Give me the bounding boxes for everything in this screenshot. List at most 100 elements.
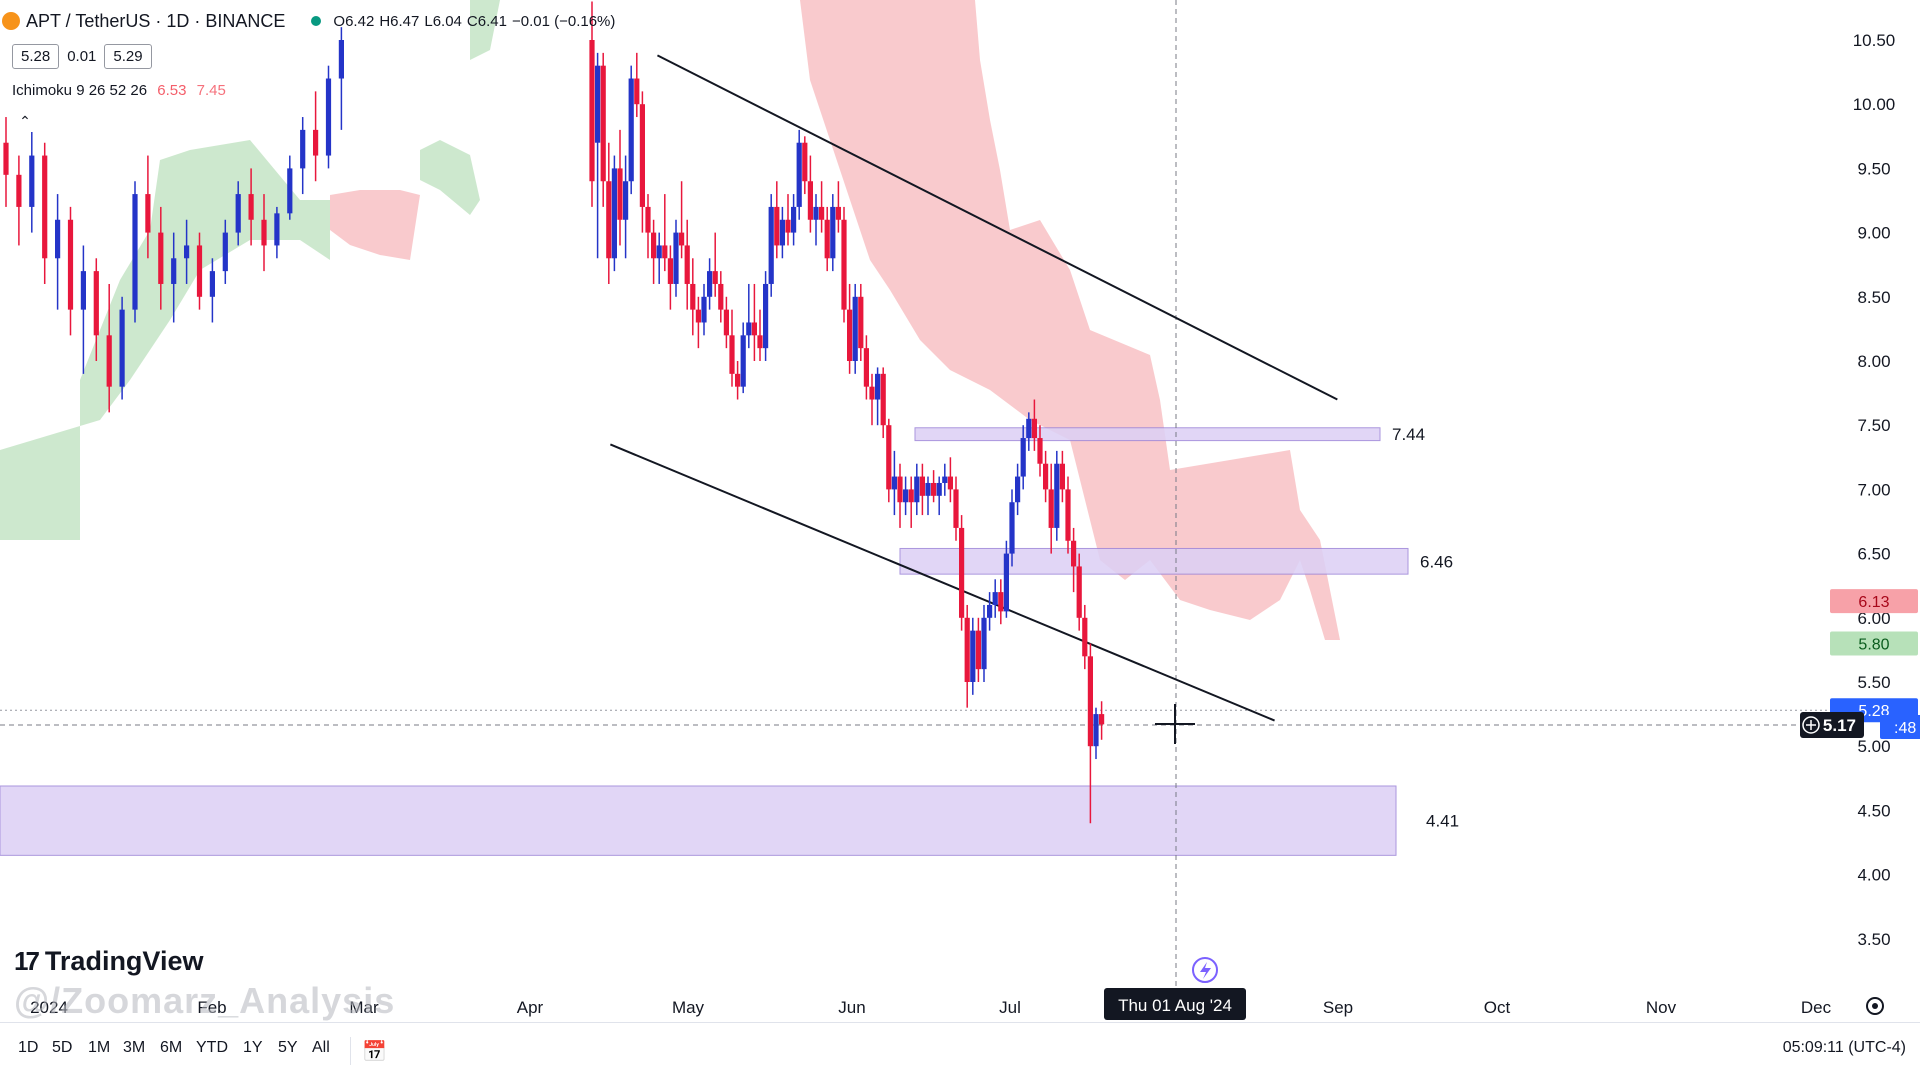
ohlc-high: H6.47 [379,12,420,30]
zone-label: 7.44 [1392,425,1425,444]
candlestick-chart[interactable]: 7.44 6.46 4.41 10.50 10.00 9.50 9.00 8.50 8.00 7… [0,0,1920,1022]
candle-67 [813,206,819,220]
timeframe-5d[interactable]: 5D [52,1039,73,1056]
candle-44 [684,245,690,284]
candle-116 [1087,656,1093,747]
candle-100 [998,592,1004,612]
candle-74 [852,296,858,361]
indicator-legend[interactable]: Ichimoku 9 26 52 26 6.53 7.45 [12,82,226,99]
candle-93 [959,527,965,618]
candle-30 [606,181,612,259]
ask-price[interactable]: 5.29 [104,44,152,69]
candle-95 [970,630,976,682]
candle-73 [847,309,853,361]
candle-86 [919,476,925,496]
time-tick: Dec [1801,998,1832,1017]
chevron-up-icon[interactable]: ⌃ [14,110,36,132]
price-tick: 9.00 [1857,224,1890,243]
ohlc-change: −0.01 (−0.16%) [511,12,616,30]
crosshair-date-tag [1104,988,1246,1020]
candle-46 [695,309,701,323]
candle-90 [942,476,948,483]
candle-left-25 [325,78,332,156]
candle-52 [729,335,735,374]
tradingview-logo: 17 TradingView [14,946,203,977]
candle-35 [634,78,640,105]
candle-99 [992,592,998,605]
candle-75 [858,296,864,349]
candle-91 [947,476,953,490]
candle-40 [662,245,668,259]
candle-88 [931,482,937,496]
price-tick: 4.50 [1857,801,1890,820]
spread-value: 0.01 [67,48,97,65]
candle-92 [953,489,959,528]
candle-103 [1015,476,1021,503]
timeframe-6m[interactable]: 6M [160,1039,183,1056]
timeframe-3m[interactable]: 3M [123,1039,146,1056]
candle-27 [589,40,595,182]
candle-83 [903,489,909,503]
timeframe-1y[interactable]: 1Y [243,1039,263,1056]
candle-117 [1093,714,1099,747]
zone-label: 6.46 [1420,552,1453,571]
price-tick: 10.00 [1853,95,1896,114]
candle-111 [1059,463,1065,490]
candle-62 [785,219,791,233]
candle-108 [1043,463,1049,490]
time-tick: Jun [838,998,865,1017]
cloud-shape-3 [330,190,420,260]
candle-57 [757,335,763,349]
timeframe-ytd[interactable]: YTD [196,1039,228,1056]
timeframe-1m[interactable]: 1M [88,1039,111,1056]
calendar-range-icon[interactable]: 📅 [362,1041,387,1063]
candle-118 [1099,714,1105,725]
candle-89 [936,482,942,496]
candle-left-17 [222,232,228,272]
candle-53 [735,373,741,387]
clock-timezone[interactable]: 05:09:11 (UTC-4) [1782,1039,1906,1056]
price-tick: 7.50 [1857,416,1890,435]
bid-ask-row: 5.28 0.01 5.29 [12,44,152,69]
candle-left-6 [80,271,86,310]
candle-112 [1065,489,1071,541]
symbol-title[interactable]: APT / TetherUS · 1D · BINANCE [26,10,286,31]
indicator-value-2: 7.45 [196,82,226,99]
candle-left-10 [132,194,138,310]
candle-94 [964,617,970,682]
zone-label: 4.41 [1426,812,1459,831]
candle-105 [1026,418,1032,439]
price-tick: 8.50 [1857,288,1890,307]
zone-6.46 [899,547,1409,575]
candle-63 [791,206,797,233]
candle-left-1 [16,174,22,207]
trendline-2 [609,443,1275,722]
candle-left-7 [93,271,99,336]
candle-115 [1082,617,1088,657]
price-tag-3 [1880,714,1920,739]
candle-65 [802,142,808,182]
bid-price[interactable]: 5.28 [12,44,60,69]
ichimoku-cloud [0,0,1340,640]
candle-79 [880,373,886,426]
crosshair-lines [0,0,1830,995]
candle-109 [1048,489,1054,528]
tradingview-mark-icon: 17 [14,946,40,976]
timeframe-1d[interactable]: 1D [18,1039,39,1056]
bottom-toolbar: 1D 5D 1M 3M 6M YTD 1Y 5Y All 📅 05:09:11 … [0,1022,1920,1081]
timeframe-all[interactable]: All [312,1039,330,1056]
toolbar-divider [350,1037,351,1065]
price-tag-label: 6.13 [1858,594,1889,611]
candle-37 [645,206,651,233]
candle-110 [1054,463,1060,528]
author-watermark: @/Zoomarz_Analysis [14,980,396,1021]
candle-left-0 [3,142,9,175]
candle-left-8 [106,335,112,387]
candle-left-5 [67,219,74,310]
candle-left-2 [29,155,35,207]
price-tick: 5.50 [1857,673,1890,692]
price-tick: 9.50 [1857,159,1890,178]
candle-left-16 [209,271,215,297]
candle-29 [600,65,606,182]
timeframe-5y[interactable]: 5Y [278,1039,298,1056]
